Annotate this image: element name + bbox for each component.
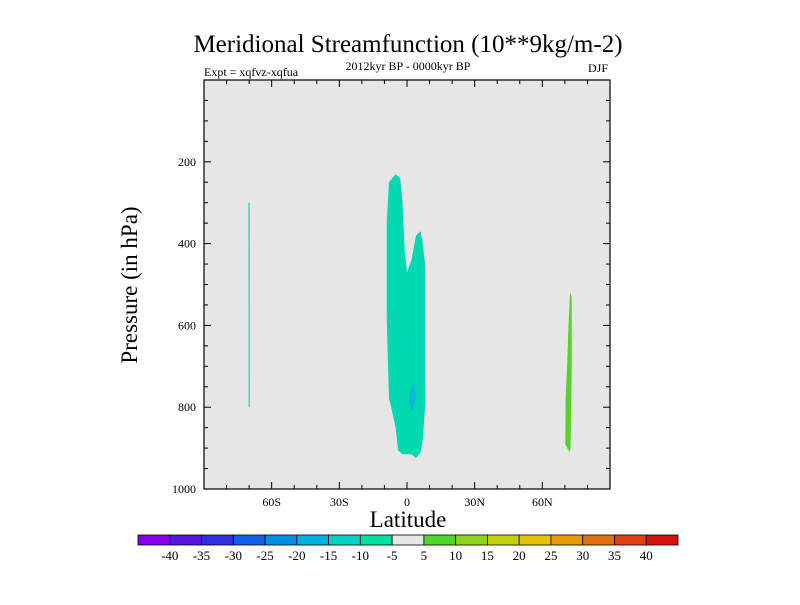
y-tick-label: 1000 (172, 482, 196, 496)
colorbar-label: 10 (449, 548, 462, 563)
y-tick-label: 600 (178, 318, 196, 332)
colorbar-swatch (487, 534, 520, 546)
colorbar-label: -35 (193, 548, 210, 563)
colorbar-swatch (391, 534, 425, 546)
x-tick-label: 0 (404, 495, 410, 509)
x-axis-label: Latitude (370, 507, 447, 532)
colorbar-swatch (328, 534, 361, 546)
colorbar-label: 15 (481, 548, 494, 563)
x-tick-label: 60S (262, 495, 281, 509)
y-tick-label: 400 (178, 237, 196, 251)
colorbar-swatch (614, 534, 647, 546)
colorbar-label: 30 (576, 548, 589, 563)
experiment-label: Expt = xqfvz-xqfua (204, 65, 299, 79)
colorbar-label: -25 (256, 548, 273, 563)
contour-region-northern-positive-cell (565, 292, 572, 453)
colorbar-swatch (264, 534, 298, 546)
contour-region-tropical-inner-core (409, 382, 416, 412)
contour-region-tropical-negative-cell (386, 174, 425, 459)
colorbar-label: 20 (513, 548, 526, 563)
colorbar-swatch (137, 534, 171, 546)
colorbar-label: -10 (352, 548, 369, 563)
colorbar-swatch (423, 534, 457, 546)
colorbar-swatch (296, 534, 329, 546)
colorbar-swatch (359, 534, 393, 546)
y-axis-label: Pressure (in hPa) (117, 206, 142, 363)
colorbar-label: 5 (421, 548, 428, 563)
colorbar-swatch (455, 534, 488, 546)
period-label: 2012kyr BP - 0000kyr BP (346, 59, 471, 73)
x-tick-label: 30N (464, 495, 485, 509)
colorbar-label: -15 (320, 548, 337, 563)
chart-title: Meridional Streamfunction (10**9kg/m-2) (193, 31, 622, 58)
colorbar-swatch (550, 534, 584, 546)
colorbar-label: 40 (640, 548, 653, 563)
colorbar-label: 25 (544, 548, 557, 563)
colorbar-label: -5 (387, 548, 398, 563)
x-tick-label: 30S (330, 495, 349, 509)
colorbar-label: -40 (161, 548, 178, 563)
colorbar-swatch (518, 534, 552, 546)
y-tick-label: 800 (178, 400, 196, 414)
colorbar-swatch (645, 534, 679, 546)
contour-region-southern-sliver (248, 202, 250, 408)
colorbar-label: -20 (288, 548, 305, 563)
season-label: DJF (588, 61, 608, 75)
colorbar-swatch (582, 534, 615, 546)
colorbar-swatch (169, 534, 202, 546)
colorbar-label: -30 (225, 548, 242, 563)
y-tick-label: 200 (178, 155, 196, 169)
colorbar-swatch (232, 534, 266, 546)
colorbar-swatch (201, 534, 234, 546)
colorbar-label: 35 (608, 548, 621, 563)
x-tick-label: 60N (532, 495, 553, 509)
